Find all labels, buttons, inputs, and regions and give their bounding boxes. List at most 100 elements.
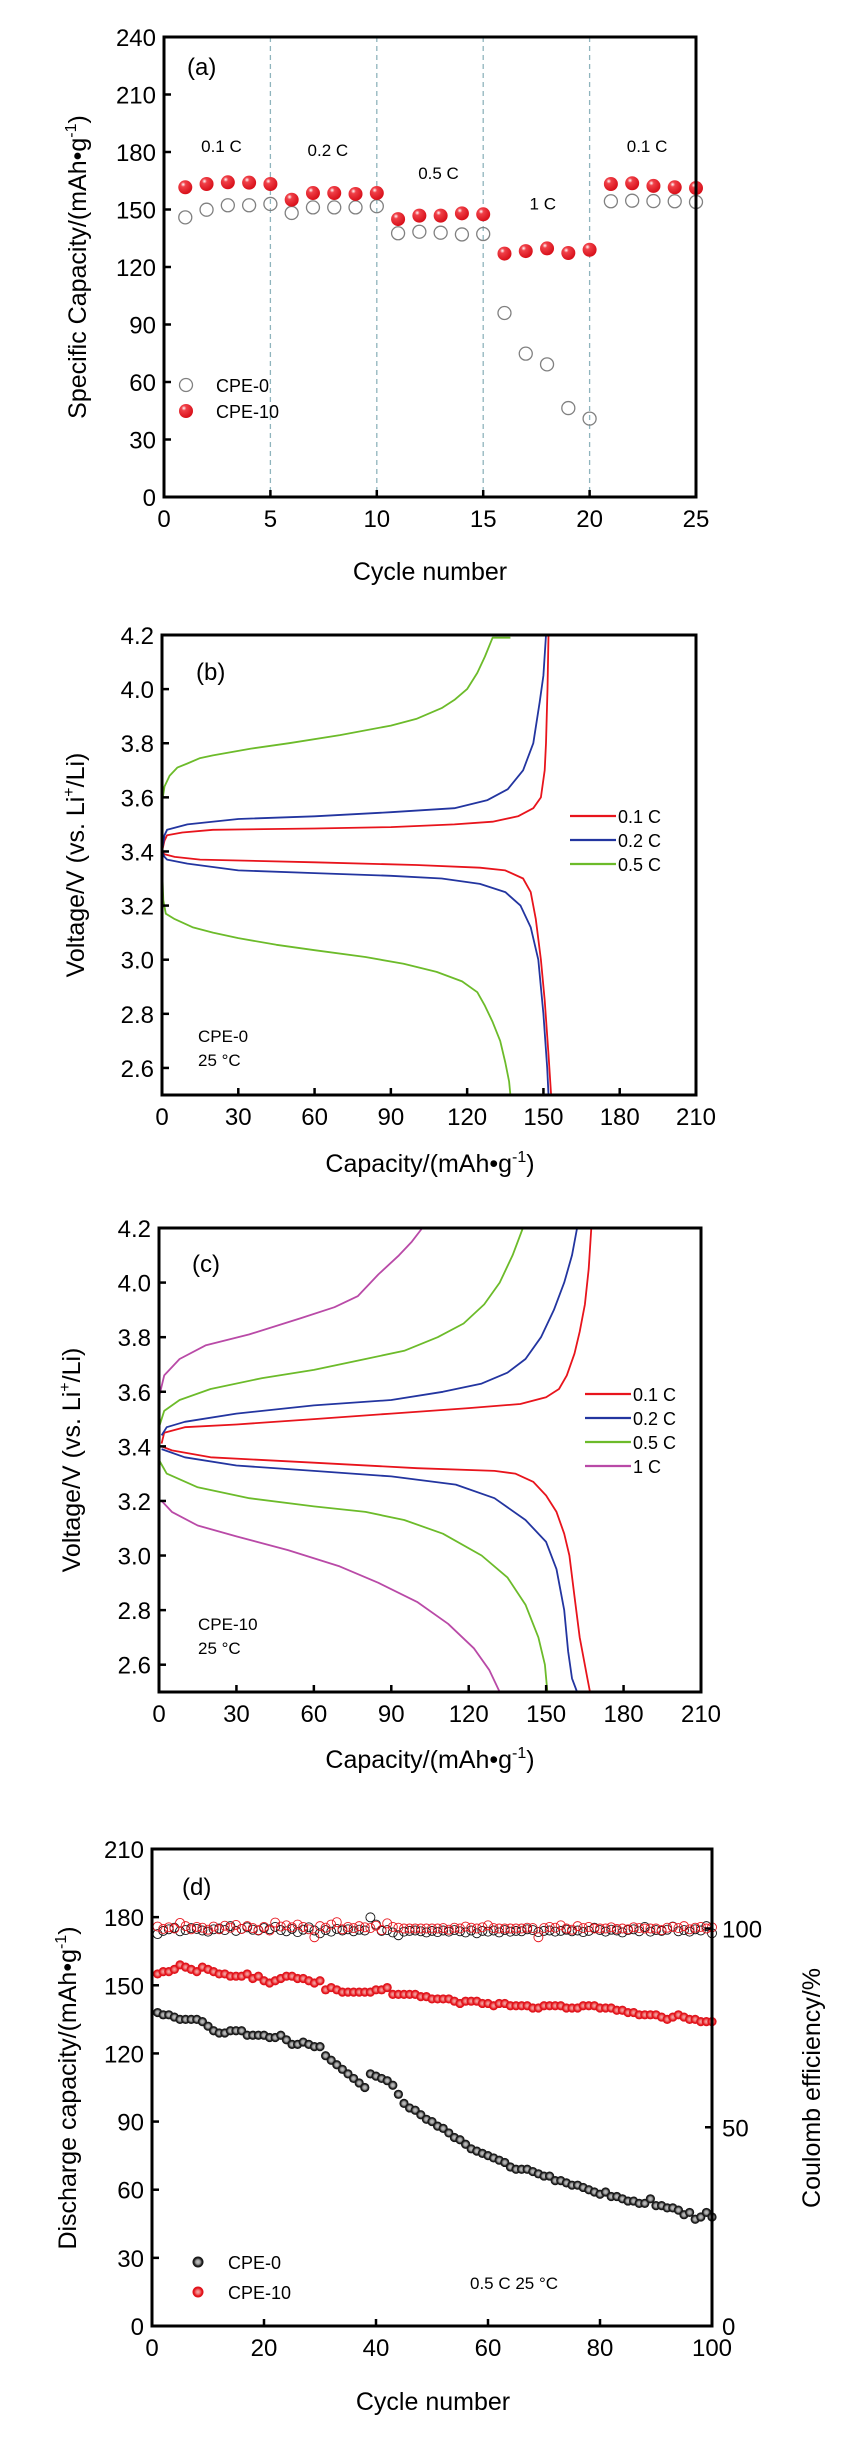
data-point-cpe-0: [241, 198, 257, 213]
panel-d-ylabel-end: ): [54, 1926, 82, 1934]
ce-point-cpe-0: [208, 1924, 219, 1935]
y-tick-label: 3.6: [121, 785, 154, 812]
y2-tick-label: 100: [722, 1917, 762, 1944]
legend-marker-cpe-10: [179, 404, 193, 418]
y-tick-label: 3.8: [121, 731, 154, 758]
data-point-cpe-0: [220, 198, 235, 213]
ce-point-cpe-10: [393, 1922, 404, 1933]
data-point-cpe-0: [178, 210, 193, 225]
ce-point-cpe-10: [281, 1920, 292, 1931]
x-tick-label: 20: [576, 506, 603, 533]
panel-d-legend: CPE-0 CPE-10: [192, 2253, 291, 2303]
y-tick-label: 3.6: [118, 1380, 151, 1407]
ce-point-cpe-0: [656, 1925, 667, 1936]
curve-05C-discharge: [161, 864, 512, 1096]
ce-point-cpe-10: [191, 1921, 202, 1932]
panel-d-label: (d): [182, 1874, 211, 1901]
ce-point-cpe-10: [186, 1924, 197, 1935]
data-point-cpe-10: [667, 180, 682, 195]
ce-point-cpe-10: [645, 1923, 656, 1934]
rate-label: 0.5 C: [418, 164, 459, 183]
ce-point-cpe-10: [180, 1921, 191, 1932]
ce-point-cpe-0: [214, 1923, 225, 1934]
panel-c-label: (c): [192, 1251, 220, 1278]
capacity-point-cpe-0: [645, 2194, 656, 2204]
ce-point-cpe-0: [628, 1924, 639, 1935]
ce-point-cpe-10: [673, 1923, 684, 1934]
ce-point-cpe-10: [511, 1923, 521, 1934]
x-tick-label: 180: [604, 1701, 644, 1728]
ce-point-cpe-10: [259, 1921, 269, 1932]
ce-point-cpe-10: [533, 1932, 544, 1943]
ce-point-cpe-0: [175, 1926, 185, 1937]
panel-b-ylabel-end: /Li): [62, 753, 90, 788]
legend-label: 0.5 C: [633, 1433, 676, 1453]
panel-c-frame: [157, 1226, 703, 1694]
y-tick-label: 3.0: [118, 1544, 151, 1571]
curve-05C-charge: [158, 1227, 524, 1428]
ce-point-cpe-10: [623, 1924, 633, 1935]
data-point-cpe-0: [582, 411, 597, 426]
ce-point-cpe-0: [544, 1925, 555, 1936]
data-point-cpe-10: [603, 177, 618, 192]
ce-point-cpe-0: [270, 1921, 281, 1932]
ce-point-cpe-0: [572, 1925, 583, 1936]
data-point-cpe-10: [625, 176, 640, 191]
curve-02C-discharge: [161, 851, 550, 1096]
capacity-point-cpe-0: [388, 2080, 398, 2090]
panel-b-xlabel-main: Capacity/(mAh•g: [325, 1150, 512, 1178]
data-point-cpe-10: [199, 177, 214, 192]
y-tick-label: 3.4: [118, 1434, 151, 1461]
ce-point-cpe-10: [247, 1923, 258, 1934]
ce-point-cpe-10: [331, 1917, 342, 1928]
ce-point-cpe-0: [180, 1925, 191, 1936]
data-point-cpe-10: [178, 180, 193, 195]
panel-a-ticks: 0 5 10 15 20 25 0 30 60 90 120 150 180 210 240: [116, 25, 709, 533]
panel-b-label: (b): [196, 659, 225, 686]
capacity-point-cpe-10: [315, 1976, 325, 1986]
ce-point-cpe-10: [404, 1923, 415, 1934]
panel-c-xlabel-end: ): [526, 1746, 534, 1774]
ce-point-cpe-10: [382, 1918, 393, 1929]
ce-point-cpe-0: [511, 1925, 521, 1936]
data-point-cpe-0: [348, 200, 363, 215]
ce-point-cpe-10: [561, 1923, 572, 1934]
ce-point-cpe-0: [449, 1925, 460, 1936]
ce-point-cpe-10: [572, 1921, 583, 1932]
data-point-cpe-0: [667, 194, 682, 209]
ce-point-cpe-0: [471, 1928, 482, 1939]
y-tick-label: 2.8: [118, 1598, 151, 1625]
curve-1C-discharge: [160, 1500, 501, 1693]
ce-point-cpe-0: [477, 1925, 488, 1936]
ce-point-cpe-10: [203, 1924, 213, 1935]
data-point-cpe-10: [540, 241, 555, 256]
panel-b-curves: [161, 634, 552, 1096]
ce-point-cpe-10: [348, 1923, 359, 1934]
y-tick-label: 210: [116, 83, 156, 110]
panel-b-xlabel: Capacity/(mAh•g-1): [325, 1149, 534, 1178]
ce-point-cpe-0: [354, 1924, 365, 1935]
x-tick-label: 120: [449, 1701, 489, 1728]
y-tick-label: 0: [143, 485, 156, 512]
ce-point-cpe-10: [527, 1923, 538, 1934]
ce-point-cpe-10: [628, 1922, 639, 1933]
panel-a-ylabel-end: ): [64, 115, 92, 123]
panel-a-rate-labels: 0.1 C 0.2 C 0.5 C 1 C 0.1 C: [201, 137, 667, 214]
panel-b-voltage-profile-cpe-0: 0 30 60 90 120 150 180 210 2.6 2.8 3.0 3.2 3.4 3.6 3.8…: [61, 623, 716, 1178]
ce-point-cpe-10: [499, 1923, 510, 1934]
ce-point-cpe-10: [236, 1923, 247, 1934]
x-tick-label: 40: [363, 2335, 390, 2362]
ce-point-cpe-10: [303, 1924, 314, 1935]
ce-point-cpe-10: [214, 1924, 225, 1935]
ce-point-cpe-10: [292, 1919, 303, 1930]
x-tick-label: 90: [378, 1104, 405, 1131]
panel-c-ylabel: Voltage/V (vs. Li+/Li): [57, 1348, 86, 1573]
panel-c-curves: [158, 1227, 593, 1693]
x-tick-label: 0: [145, 2335, 158, 2362]
x-tick-label: 30: [223, 1701, 250, 1728]
ce-point-cpe-10: [617, 1923, 628, 1934]
panel-d-xlabel: Cycle number: [356, 2388, 510, 2416]
data-point-cpe-0: [497, 305, 512, 321]
data-point-cpe-0: [625, 193, 640, 208]
data-point-cpe-10: [284, 192, 299, 207]
